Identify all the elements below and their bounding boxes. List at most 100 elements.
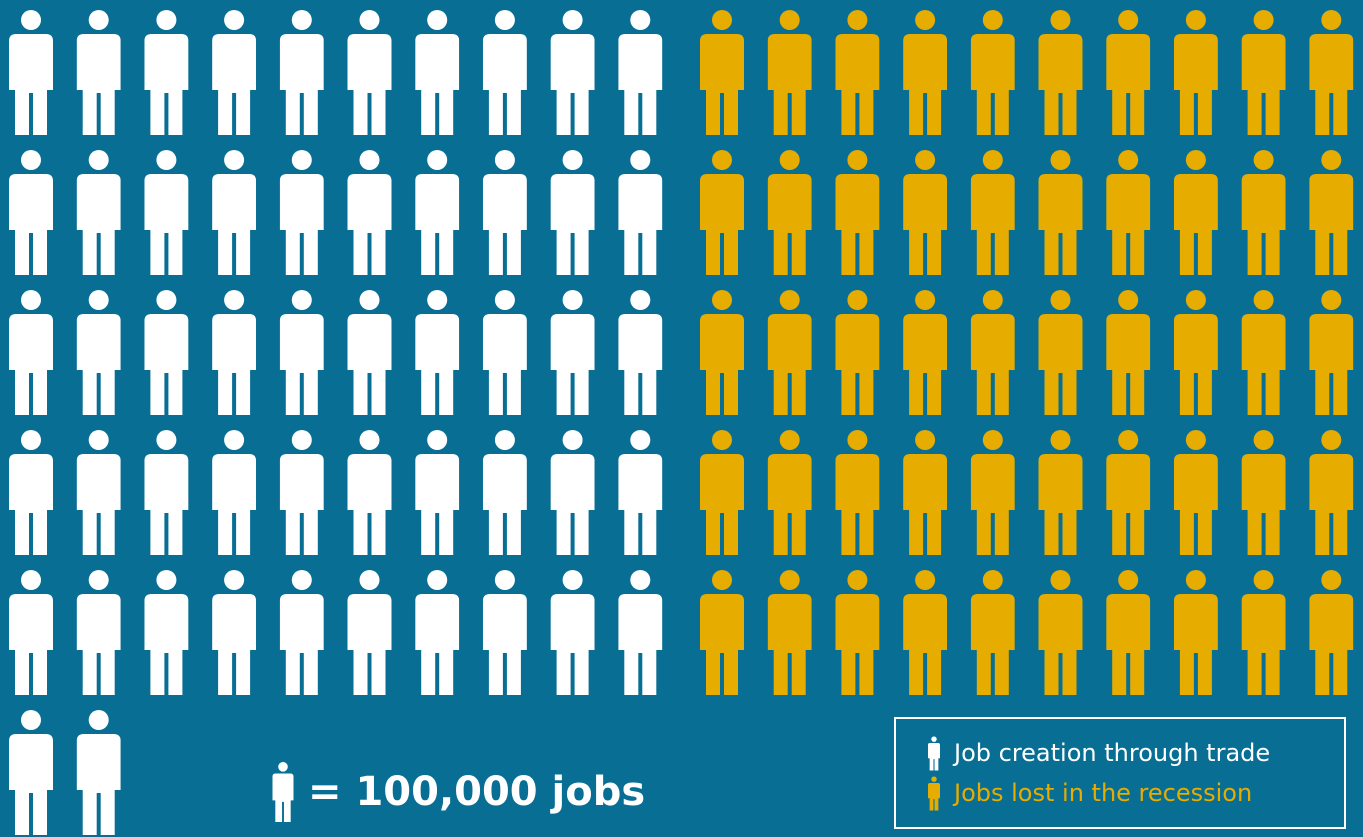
person-icon xyxy=(144,150,189,275)
person-icon xyxy=(618,570,663,695)
person-icon xyxy=(550,570,595,695)
person-icon xyxy=(9,430,53,555)
person-icon xyxy=(550,290,595,415)
person-icon xyxy=(1173,10,1218,135)
person-icon xyxy=(76,430,121,555)
scale-label: = 100,000 jobs xyxy=(308,769,646,815)
person-icon xyxy=(1173,290,1218,415)
person-icon xyxy=(76,710,121,835)
person-icon xyxy=(1106,570,1151,695)
person-icon xyxy=(903,570,948,695)
person-icon xyxy=(1241,150,1286,275)
person-icon xyxy=(1106,10,1151,135)
person-icon xyxy=(1106,150,1151,275)
legend-label: Job creation through trade xyxy=(954,739,1271,767)
person-icon xyxy=(1309,10,1354,135)
person-icon xyxy=(1038,430,1083,555)
person-icon xyxy=(144,10,189,135)
person-icon xyxy=(1241,290,1286,415)
person-icon xyxy=(9,710,53,835)
legend-item-job-creation: Job creation through trade xyxy=(928,733,1344,773)
person-icon xyxy=(1309,430,1354,555)
person-icon xyxy=(700,290,744,415)
person-icon xyxy=(1241,570,1286,695)
person-icon xyxy=(415,150,460,275)
person-icon xyxy=(618,290,663,415)
person-icon xyxy=(767,290,812,415)
person-icon xyxy=(700,10,744,135)
person-icon xyxy=(903,150,948,275)
person-icon xyxy=(835,290,880,415)
person-icon xyxy=(9,570,53,695)
person-icon xyxy=(1241,10,1286,135)
person-icon xyxy=(1038,290,1083,415)
person-icon xyxy=(272,762,294,822)
person-icon xyxy=(970,570,1015,695)
person-icon xyxy=(347,430,392,555)
person-icon xyxy=(347,290,392,415)
person-icon xyxy=(700,150,744,275)
person-icon xyxy=(144,570,189,695)
person-icon xyxy=(482,150,527,275)
person-icon xyxy=(144,290,189,415)
scale-note: = 100,000 jobs xyxy=(272,762,645,822)
person-icon xyxy=(1173,570,1218,695)
person-icon xyxy=(9,10,53,135)
person-icon xyxy=(970,430,1015,555)
person-icon xyxy=(212,570,257,695)
person-icon xyxy=(415,570,460,695)
person-icon xyxy=(700,430,744,555)
person-icon xyxy=(482,430,527,555)
person-icon xyxy=(1038,570,1083,695)
person-icon xyxy=(835,430,880,555)
person-icon xyxy=(279,570,324,695)
person-icon xyxy=(482,290,527,415)
person-icon xyxy=(76,150,121,275)
person-icon xyxy=(550,150,595,275)
person-icon xyxy=(1309,290,1354,415)
person-icon xyxy=(415,290,460,415)
person-icon xyxy=(1038,150,1083,275)
person-icon xyxy=(144,430,189,555)
person-icon xyxy=(767,430,812,555)
person-icon xyxy=(618,150,663,275)
person-icon xyxy=(903,430,948,555)
person-icon xyxy=(700,570,744,695)
person-icon xyxy=(970,150,1015,275)
person-icon xyxy=(279,10,324,135)
person-icon xyxy=(1173,150,1218,275)
person-icon xyxy=(903,290,948,415)
person-icon xyxy=(835,150,880,275)
person-icon xyxy=(928,736,940,771)
person-icon xyxy=(76,570,121,695)
person-icon xyxy=(279,290,324,415)
person-icon xyxy=(1309,150,1354,275)
person-icon xyxy=(347,570,392,695)
legend: Job creation through trade Jobs lost in … xyxy=(894,717,1346,829)
person-icon xyxy=(970,10,1015,135)
person-icon xyxy=(347,150,392,275)
person-icon xyxy=(347,10,392,135)
person-icon xyxy=(550,10,595,135)
person-icon xyxy=(279,150,324,275)
person-icon xyxy=(970,290,1015,415)
person-icon xyxy=(550,430,595,555)
person-icon xyxy=(482,570,527,695)
legend-item-jobs-lost: Jobs lost in the recession xyxy=(928,773,1344,813)
person-icon xyxy=(1038,10,1083,135)
person-icon xyxy=(9,290,53,415)
person-icon xyxy=(767,150,812,275)
person-icon xyxy=(76,290,121,415)
person-icon xyxy=(212,290,257,415)
person-icon xyxy=(835,10,880,135)
person-icon xyxy=(835,570,880,695)
person-icon xyxy=(212,150,257,275)
person-icon xyxy=(212,10,257,135)
legend-label: Jobs lost in the recession xyxy=(954,779,1253,807)
person-icon xyxy=(1106,290,1151,415)
person-icon xyxy=(9,150,53,275)
person-icon xyxy=(482,10,527,135)
person-icon xyxy=(76,10,121,135)
person-icon xyxy=(212,430,257,555)
